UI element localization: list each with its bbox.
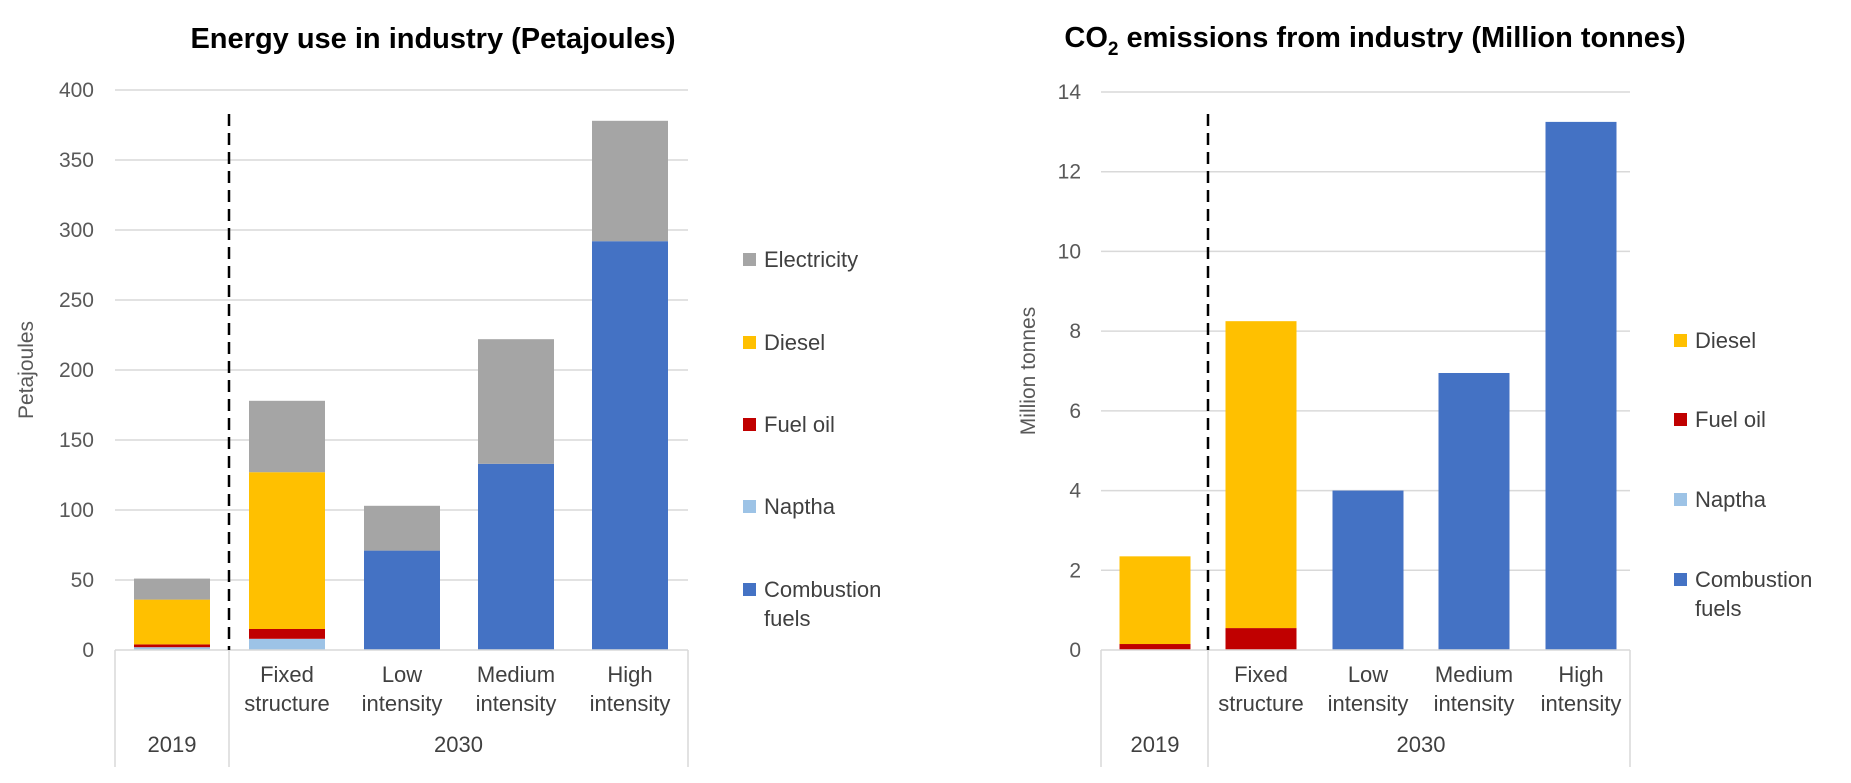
bar-segment-fuel-oil xyxy=(134,644,210,648)
legend-label: Fuel oil xyxy=(764,412,835,437)
bar-segment-diesel xyxy=(249,472,325,629)
x-category-label: High xyxy=(607,662,652,687)
y-tick-label: 14 xyxy=(1058,81,1082,104)
bar-segment-combustion-fuels xyxy=(1545,121,1617,650)
x-category-label: intensity xyxy=(476,691,557,716)
x-category-label: Medium xyxy=(477,662,555,687)
y-axis-label: Petajoules xyxy=(15,321,38,419)
energy-use-chart: Energy use in industry (Petajoules) 0 50 1… xyxy=(15,23,881,767)
bar-segment-fuel-oil xyxy=(1225,628,1297,650)
bar-segment-diesel xyxy=(134,599,210,645)
co2-chart-title: CO2 emissions from industry (Million ton… xyxy=(1064,22,1685,60)
y-axis-label: Million tonnes xyxy=(1017,307,1040,435)
x-category-label: Low xyxy=(382,662,422,687)
x-category-label: High xyxy=(1558,662,1603,687)
y-tick-label: 250 xyxy=(59,289,94,312)
x-category-label: structure xyxy=(1218,691,1304,716)
legend-label: Combustion xyxy=(764,577,881,602)
x-category-label: Fixed xyxy=(260,662,314,687)
legend-label: Diesel xyxy=(1695,328,1756,353)
bar-segment-naptha xyxy=(134,647,210,650)
bar-segment-electricity xyxy=(249,400,325,473)
legend-label: Naptha xyxy=(1695,487,1767,512)
legend-label: fuels xyxy=(764,606,810,631)
legend-swatch xyxy=(1674,573,1687,586)
bar-segment-electricity xyxy=(592,120,668,242)
y-tick-label: 6 xyxy=(1069,400,1081,423)
y-tick-label: 8 xyxy=(1069,320,1081,343)
x-category-label: intensity xyxy=(1328,691,1409,716)
legend-label: Diesel xyxy=(764,330,825,355)
legend-swatch xyxy=(1674,413,1687,426)
x-group-label: 2019 xyxy=(148,732,197,757)
x-category-label: intensity xyxy=(590,691,671,716)
legend-swatch xyxy=(743,253,756,266)
y-tick-label: 200 xyxy=(59,359,94,382)
legend-swatch xyxy=(743,500,756,513)
y-tick-label: 100 xyxy=(59,499,94,522)
y-tick-label: 4 xyxy=(1069,480,1081,503)
co2-emissions-chart: CO2 emissions from industry (Million ton… xyxy=(1017,22,1812,767)
y-tick-label: 300 xyxy=(59,219,94,242)
bar-segment-combustion-fuels xyxy=(1438,372,1510,650)
bar-segment-naptha xyxy=(249,638,325,650)
x-group-label: 2030 xyxy=(434,732,483,757)
x-group-label: 2030 xyxy=(1397,732,1446,757)
y-tick-label: 150 xyxy=(59,429,94,452)
bar-segment-diesel xyxy=(1119,556,1191,645)
x-category-label: Fixed xyxy=(1234,662,1288,687)
legend-swatch xyxy=(743,336,756,349)
y-tick-label: 2 xyxy=(1069,559,1081,582)
y-tick-label: 50 xyxy=(71,569,94,592)
x-category-label: intensity xyxy=(362,691,443,716)
legend-label: fuels xyxy=(1695,596,1741,621)
legend-swatch xyxy=(743,583,756,596)
bar-segment-diesel xyxy=(1225,321,1297,629)
legend-label: Fuel oil xyxy=(1695,407,1766,432)
y-tick-label: 12 xyxy=(1058,161,1081,184)
bar-segment-electricity xyxy=(134,578,210,600)
x-category-label: structure xyxy=(244,691,330,716)
bar-segment-fuel-oil xyxy=(1119,644,1191,650)
y-tick-label: 0 xyxy=(82,639,94,662)
bar-segment-combustion-fuels xyxy=(478,463,554,650)
bar-segment-electricity xyxy=(478,339,554,464)
y-tick-label: 0 xyxy=(1069,639,1081,662)
x-category-label: Low xyxy=(1348,662,1388,687)
legend-swatch xyxy=(743,418,756,431)
x-category-label: intensity xyxy=(1541,691,1622,716)
bar-segment-combustion-fuels xyxy=(364,550,440,650)
y-tick-label: 10 xyxy=(1058,240,1081,263)
legend-label: Electricity xyxy=(764,247,858,272)
x-category-label: intensity xyxy=(1434,691,1515,716)
bar-segment-electricity xyxy=(364,505,440,551)
legend-swatch xyxy=(1674,334,1687,347)
legend-swatch xyxy=(1674,493,1687,506)
y-tick-label: 400 xyxy=(59,79,94,102)
x-category-label: Medium xyxy=(1435,662,1513,687)
energy-chart-title: Energy use in industry (Petajoules) xyxy=(190,23,675,55)
bar-segment-combustion-fuels xyxy=(592,241,668,650)
legend-label: Combustion xyxy=(1695,567,1812,592)
x-group-label: 2019 xyxy=(1131,732,1180,757)
bar-segment-combustion-fuels xyxy=(1332,490,1404,650)
legend-label: Naptha xyxy=(764,494,836,519)
bar-segment-fuel-oil xyxy=(249,629,325,639)
y-tick-label: 350 xyxy=(59,149,94,172)
